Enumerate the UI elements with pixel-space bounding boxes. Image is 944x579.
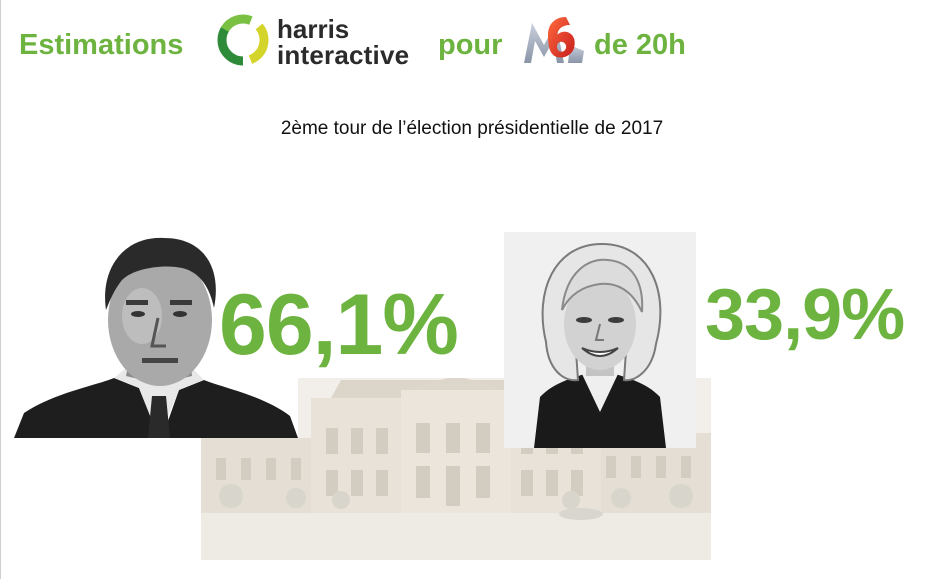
macron-portrait — [14, 228, 298, 438]
header-word-de-20h: de 20h — [594, 29, 686, 61]
subtitle: 2ème tour de l’élection présidentielle d… — [280, 118, 664, 139]
left-border — [0, 0, 1, 579]
harris-interactive-logo: harris interactive — [215, 12, 423, 68]
le-pen-percentage: 33,9% — [705, 275, 905, 355]
harris-ring-icon — [217, 14, 269, 66]
m6-logo-icon — [524, 17, 584, 63]
harris-wordmark-line2: interactive — [277, 40, 410, 70]
le-pen-portrait — [504, 232, 696, 448]
harris-wordmark-line1: harris — [277, 14, 350, 44]
harris-wordmark: harris interactive — [277, 16, 409, 68]
header-word-estimations: Estimations — [19, 29, 184, 61]
m6-logo-text: M6 — [522, 15, 586, 65]
macron-percentage: 66,1% — [219, 277, 459, 373]
header: Estimations harris interactive pour — [0, 0, 944, 80]
header-word-pour: pour — [438, 29, 503, 61]
m6-logo: M6 — [522, 15, 586, 65]
